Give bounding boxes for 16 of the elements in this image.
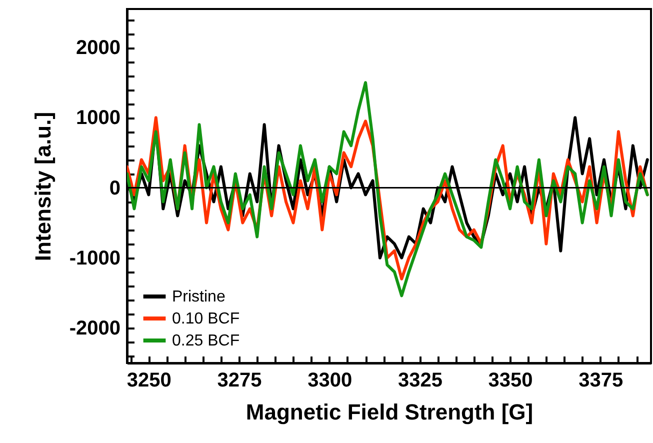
y-tick-label: -2000 bbox=[69, 317, 120, 340]
x-tick-label: 3250 bbox=[126, 370, 172, 392]
y-tick-label: -1000 bbox=[69, 247, 120, 270]
y-tick-label: 0 bbox=[109, 177, 120, 200]
x-tick-label: 3325 bbox=[398, 370, 442, 392]
x-tick-label: 3350 bbox=[488, 370, 533, 392]
y-axis-title: Intensity [a.u.] bbox=[30, 112, 56, 262]
y-tick-label: 1000 bbox=[76, 107, 120, 130]
legend-label: 0.25 BCF bbox=[172, 332, 240, 350]
legend-label: 0.10 BCF bbox=[172, 310, 240, 328]
x-tick-label: 3275 bbox=[217, 370, 262, 392]
legend-label: Pristine bbox=[172, 288, 226, 306]
x-tick-label: 3375 bbox=[578, 370, 624, 392]
x-tick-label: 3300 bbox=[308, 370, 352, 392]
y-tick-label: 2000 bbox=[76, 37, 120, 60]
x-axis-title: Magnetic Field Strength [G] bbox=[246, 400, 534, 424]
